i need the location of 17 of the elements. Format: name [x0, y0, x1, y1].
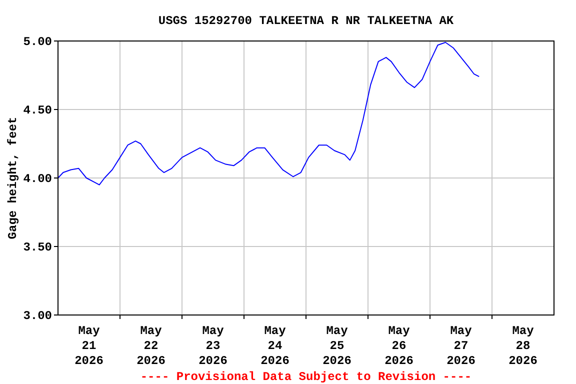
- x-tick-label: May 21 2026: [74, 324, 104, 368]
- y-tick-label: 4.00: [23, 172, 52, 186]
- x-tick-label: May 22 2026: [136, 324, 166, 368]
- y-tick-label: 3.00: [23, 309, 52, 323]
- y-tick-label: 5.00: [23, 35, 52, 49]
- x-tick-label: May 23 2026: [198, 324, 228, 368]
- x-tick-label: May 28 2026: [508, 324, 538, 368]
- y-tick-label: 4.50: [23, 104, 52, 118]
- y-tick-label: 3.50: [23, 240, 52, 254]
- x-tick-label: May 25 2026: [322, 324, 352, 368]
- line-series: [58, 42, 480, 186]
- chart-title: USGS 15292700 TALKEETNA R NR TALKEETNA AK: [158, 14, 454, 28]
- text: ---- Provisional Data Subject to Revision ----: [140, 370, 472, 384]
- x-tick-label: May 27 2026: [446, 324, 476, 368]
- x-tick-label: May 26 2026: [384, 324, 414, 368]
- y-axis-title: Gage height, feet: [6, 116, 20, 240]
- x-tick-label: May 24 2026: [260, 324, 290, 368]
